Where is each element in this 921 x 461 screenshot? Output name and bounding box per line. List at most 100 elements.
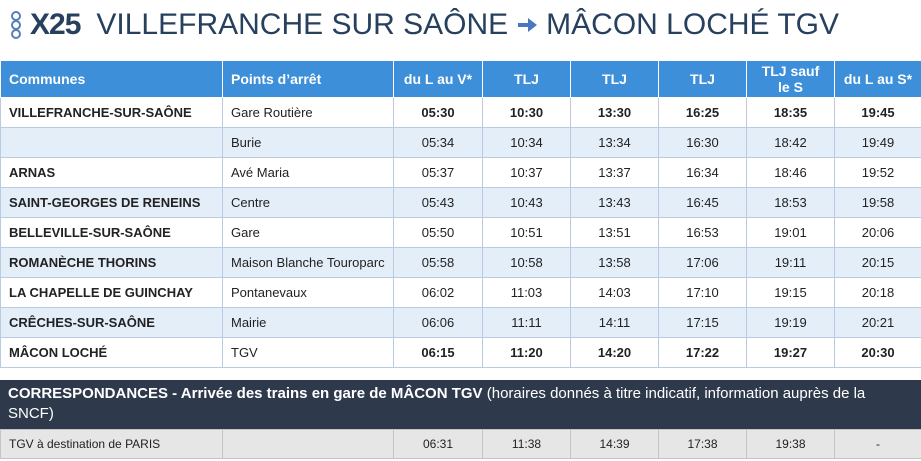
time: 10:37 [482, 157, 571, 188]
commune: SAINT-GEORGES DE RENEINS [0, 187, 223, 218]
commune: ROMANÈCHE THORINS [0, 247, 223, 278]
timetable: Communes Points d’arrêt du L au V* TLJ TLJ TL… [0, 60, 921, 368]
stop: Gare Routière [222, 97, 394, 128]
time: 06:15 [393, 337, 483, 368]
time: 14:03 [570, 277, 659, 308]
commune: CRÊCHES-SUR-SAÔNE [0, 307, 223, 338]
time: 06:06 [393, 307, 483, 338]
tgv-table: TGV à destination de PARIS 06:31 11:38 14:3… [0, 429, 921, 459]
time: 13:30 [570, 97, 659, 128]
header-row: Communes Points d’arrêt du L au V* TLJ TLJ TL… [0, 60, 921, 98]
commune: MÂCON LOCHÉ [0, 337, 223, 368]
time: 19:27 [746, 337, 835, 368]
origin: VILLEFRANCHE SUR SAÔNE [96, 8, 509, 41]
time: 19:58 [834, 187, 921, 218]
correspondances-title: CORRESPONDANCES - Arrivée des trains en … [8, 385, 483, 402]
tgv-time: - [834, 429, 921, 459]
header: X25 VILLEFRANCHE SUR SAÔNE MÂCON LOCHÉ T… [0, 0, 921, 50]
commune [0, 127, 223, 158]
column-header: Communes [0, 60, 223, 98]
time: 13:43 [570, 187, 659, 218]
column-header: du L au V* [393, 60, 483, 98]
correspondances-banner: CORRESPONDANCES - Arrivée des trains en … [0, 380, 921, 430]
column-header: du L au S* [834, 60, 921, 98]
stop-row: SAINT-GEORGES DE RENEINS Centre 05:43 10:43… [0, 187, 921, 218]
column-header: Points d’arrêt [222, 60, 394, 98]
time: 19:19 [746, 307, 835, 338]
time: 20:18 [834, 277, 921, 308]
stop: TGV [222, 337, 394, 368]
time: 16:30 [658, 127, 747, 158]
time: 17:06 [658, 247, 747, 278]
time: 18:46 [746, 157, 835, 188]
time: 16:34 [658, 157, 747, 188]
time: 11:20 [482, 337, 571, 368]
time: 13:58 [570, 247, 659, 278]
time: 05:58 [393, 247, 483, 278]
column-header: TLJ [658, 60, 747, 98]
time: 05:34 [393, 127, 483, 158]
time: 18:53 [746, 187, 835, 218]
time: 14:20 [570, 337, 659, 368]
time: 19:52 [834, 157, 921, 188]
tgv-time: 11:38 [482, 429, 571, 459]
column-header: TLJ [570, 60, 659, 98]
time: 16:53 [658, 217, 747, 248]
commune: LA CHAPELLE DE GUINCHAY [0, 277, 223, 308]
time: 06:02 [393, 277, 483, 308]
time: 16:45 [658, 187, 747, 218]
tgv-row: TGV à destination de PARIS 06:31 11:38 14:3… [0, 429, 921, 459]
commune: VILLEFRANCHE-SUR-SAÔNE [0, 97, 223, 128]
stop: Avé Maria [222, 157, 394, 188]
stop: Pontanevaux [222, 277, 394, 308]
commune: ARNAS [0, 157, 223, 188]
stop-row: MÂCON LOCHÉ TGV 06:15 11:20 14:20 17:22 19:27 2… [0, 337, 921, 368]
stop: Mairie [222, 307, 394, 338]
time: 13:51 [570, 217, 659, 248]
time: 17:15 [658, 307, 747, 338]
time: 05:37 [393, 157, 483, 188]
time: 13:37 [570, 157, 659, 188]
line-number: X25 [30, 8, 81, 41]
table-body: VILLEFRANCHE-SUR-SAÔNE Gare Routière 05:30… [0, 97, 921, 368]
time: 10:58 [482, 247, 571, 278]
time: 20:15 [834, 247, 921, 278]
tgv-time: 06:31 [393, 429, 483, 459]
stop-row: VILLEFRANCHE-SUR-SAÔNE Gare Routière 05:30… [0, 97, 921, 128]
stop-row: LA CHAPELLE DE GUINCHAY Pontanevaux 06:02 1… [0, 277, 921, 308]
time: 05:43 [393, 187, 483, 218]
column-header: TLJ sauf le S [746, 60, 835, 98]
time: 17:10 [658, 277, 747, 308]
time: 10:30 [482, 97, 571, 128]
time: 19:11 [746, 247, 835, 278]
bus-icon [11, 11, 21, 39]
time: 16:25 [658, 97, 747, 128]
correspondances-note: (horaires donnés à titre indicatif, info… [8, 385, 866, 422]
time: 11:03 [482, 277, 571, 308]
time: 17:22 [658, 337, 747, 368]
stop: Maison Blanche Touroparc [222, 247, 394, 278]
time: 11:11 [482, 307, 571, 338]
time: 19:49 [834, 127, 921, 158]
column-header: TLJ [482, 60, 571, 98]
time: 10:43 [482, 187, 571, 218]
time: 10:51 [482, 217, 571, 248]
stop-row: Burie 05:34 10:34 13:34 16:30 18:42 19:49 [0, 127, 921, 158]
time: 18:42 [746, 127, 835, 158]
tgv-time: 14:39 [570, 429, 659, 459]
arrow [518, 18, 538, 32]
time: 20:30 [834, 337, 921, 368]
destination: MÂCON LOCHÉ TGV [546, 8, 839, 41]
stop-row: ARNAS Avé Maria 05:37 10:37 13:37 16:34 18:46 1… [0, 157, 921, 188]
time: 13:34 [570, 127, 659, 158]
stop: Burie [222, 127, 394, 158]
time: 05:50 [393, 217, 483, 248]
tgv-stop [222, 429, 394, 459]
time: 18:35 [746, 97, 835, 128]
time: 19:45 [834, 97, 921, 128]
time: 14:11 [570, 307, 659, 338]
time: 19:15 [746, 277, 835, 308]
stop: Gare [222, 217, 394, 248]
stop: Centre [222, 187, 394, 218]
